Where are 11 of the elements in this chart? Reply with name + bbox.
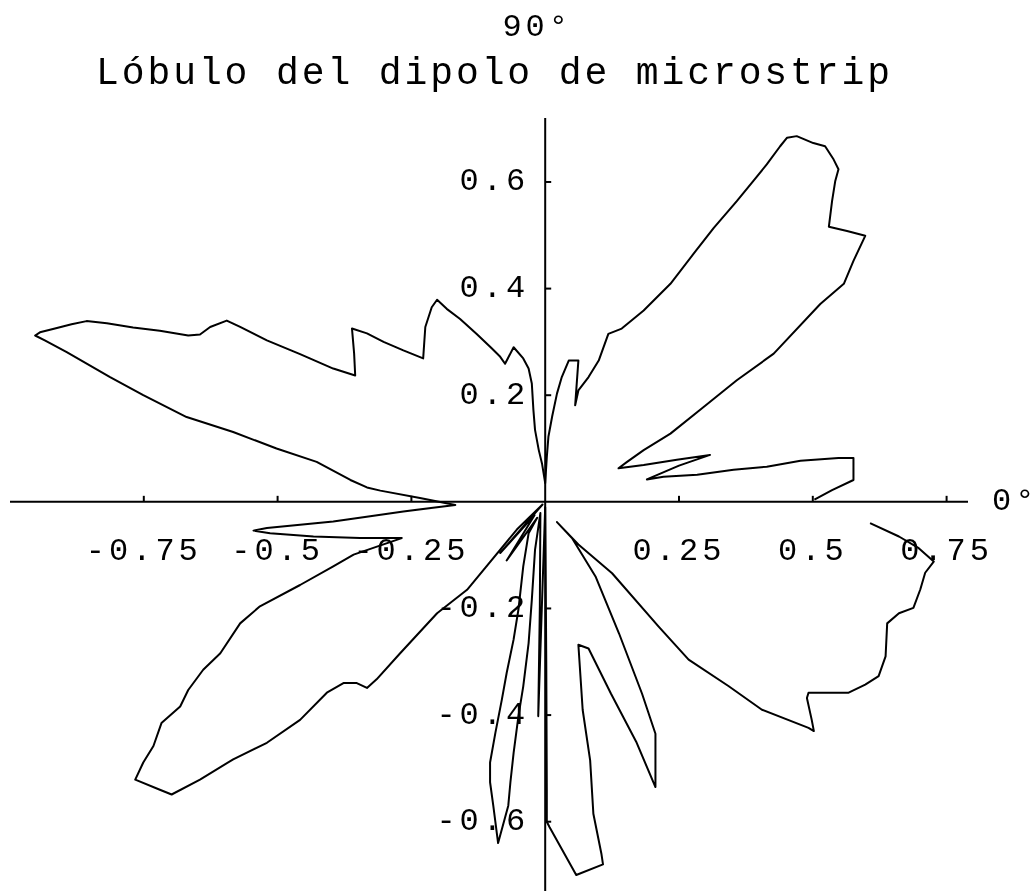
x-axis-title: 0° bbox=[992, 483, 1033, 521]
y-axis-title: 90° bbox=[502, 9, 572, 47]
chart-title: Lóbulo del dipolo de microstrip bbox=[96, 52, 893, 96]
x-tick-label: 0.5 bbox=[777, 533, 848, 571]
y-tick-label: 0.2 bbox=[459, 376, 530, 414]
x-tick-label: -0.5 bbox=[231, 533, 324, 571]
x-tick-label: -0.75 bbox=[85, 533, 202, 571]
y-tick-label: 0.6 bbox=[459, 163, 530, 201]
x-tick-label: 0.25 bbox=[632, 533, 726, 571]
x-tick-label: -0.25 bbox=[353, 533, 470, 571]
y-tick-label: 0.4 bbox=[459, 270, 530, 308]
